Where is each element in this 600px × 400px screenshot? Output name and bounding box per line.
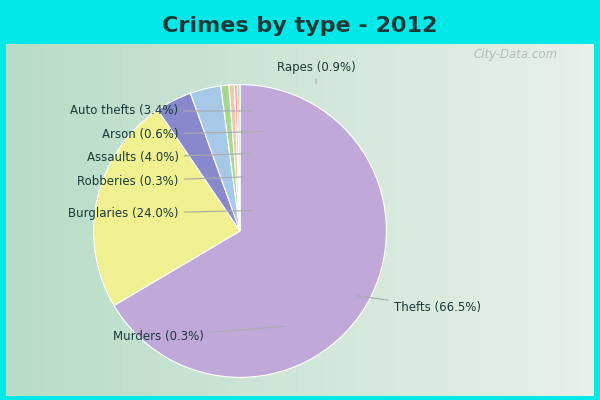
Wedge shape — [158, 93, 240, 231]
Text: Crimes by type - 2012: Crimes by type - 2012 — [163, 16, 437, 36]
Text: Thefts (66.5%): Thefts (66.5%) — [357, 296, 481, 314]
Wedge shape — [190, 86, 240, 231]
Text: Robberies (0.3%): Robberies (0.3%) — [77, 175, 243, 188]
Text: Arson (0.6%): Arson (0.6%) — [102, 128, 263, 141]
Wedge shape — [221, 85, 240, 231]
Text: Murders (0.3%): Murders (0.3%) — [113, 326, 284, 343]
Text: Assaults (4.0%): Assaults (4.0%) — [86, 151, 249, 164]
Text: City-Data.com: City-Data.com — [474, 48, 558, 61]
Text: Burglaries (24.0%): Burglaries (24.0%) — [68, 207, 252, 220]
Wedge shape — [229, 85, 240, 231]
Text: Rapes (0.9%): Rapes (0.9%) — [277, 60, 355, 83]
Wedge shape — [114, 84, 386, 377]
Text: Auto thefts (3.4%): Auto thefts (3.4%) — [70, 104, 252, 118]
Wedge shape — [94, 110, 240, 306]
Wedge shape — [235, 85, 240, 231]
Wedge shape — [237, 84, 240, 231]
